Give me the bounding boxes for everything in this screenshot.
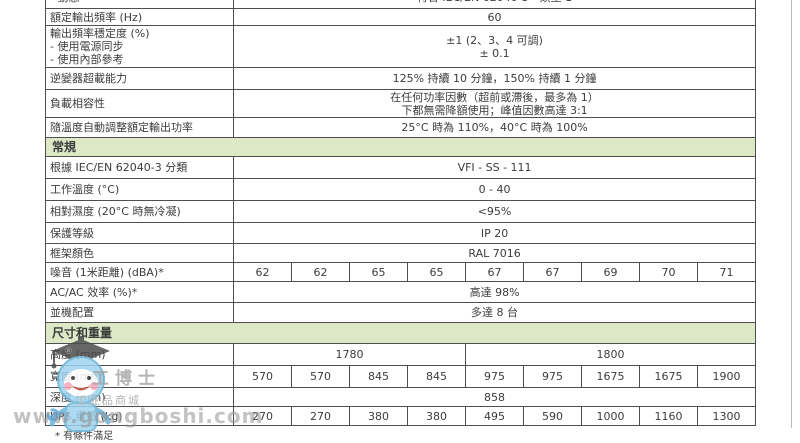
weight-value-cell: 590 [523, 406, 582, 426]
width-value-cell: 845 [349, 365, 408, 388]
table-row-frequency: 額定輸出頻率 (Hz) 60 [45, 8, 757, 26]
table-row-parallel: 並機配置 多達 8 台 [45, 302, 757, 323]
value-line: ± 0.1 [479, 46, 510, 60]
table-row-efficiency: AC/AC 效率 (%)* 高達 98% [45, 281, 757, 303]
row-value-load-compatibility: 在任何功率因數（超前或滯後，最多為 1） 下都無需降額使用；峰值因數高達 3:1 [232, 89, 757, 118]
row-value-frame-color: RAL 7016 [232, 243, 757, 263]
weight-value-cell: 495 [465, 406, 524, 426]
width-value-cell: 975 [523, 365, 582, 388]
value-line: ±1 (2、3、4 可調) [446, 33, 543, 47]
row-label-weight: UPS 重量 (kg) [45, 406, 234, 426]
footnote-text: * 有條件滿足 [55, 431, 114, 442]
noise-value-cell: 67 [465, 262, 524, 282]
table-row-width: 寬度 (mm) 570 570 845 845 975 975 1675 167… [45, 365, 757, 388]
noise-value-cell: 62 [233, 262, 292, 282]
row-label-classification: 根據 IEC/EN 62040-3 分類 [45, 156, 234, 179]
row-value-parallel: 多達 8 台 [232, 302, 757, 323]
noise-value-cell: 71 [696, 262, 757, 282]
noise-value-cell: 62 [291, 262, 350, 282]
table-row-frequency-stability: 輸出頻率穩定度 (%) - 使用電源同步 - 使用內部參考 ±1 (2、3、4 … [45, 25, 757, 68]
noise-value-cell: 69 [581, 262, 640, 282]
width-value-cell: 1900 [696, 365, 757, 388]
row-value-frequency-stability: ±1 (2、3、4 可調) ± 0.1 [232, 25, 757, 68]
spec-table: - 動態 符合 IEC/EN 62040-3－類型 1 額定輸出頻率 (Hz) … [44, 0, 757, 426]
row-label-height: 高度 (mm) [45, 343, 234, 366]
row-value-efficiency: 高達 98% [232, 281, 757, 303]
row-label-protection: 保護等級 [45, 222, 234, 244]
weight-value-cell: 1000 [581, 406, 640, 426]
row-label-operating-temperature: 工作溫度 (°C) [45, 178, 234, 201]
row-value-overload: 125% 持續 10 分鐘，150% 持續 1 分鐘 [232, 67, 757, 90]
weight-value-cell: 270 [291, 406, 350, 426]
label-line: 輸出頻率穩定度 (%) [50, 27, 150, 40]
value-line: 在任何功率因數（超前或滯後，最多為 1） [390, 90, 599, 104]
weight-value-cell: 380 [349, 406, 408, 426]
row-value-classification: VFI - SS - 111 [232, 156, 757, 179]
table-row-height: 高度 (mm) 1780 1800 [45, 343, 757, 366]
noise-value-cell: 67 [523, 262, 582, 282]
noise-value-cell: 70 [639, 262, 698, 282]
table-row-protection: 保護等級 IP 20 [45, 222, 757, 244]
width-value-cell: 570 [233, 365, 292, 388]
table-row-operating-temperature: 工作溫度 (°C) 0 - 40 [45, 178, 757, 201]
row-label-efficiency: AC/AC 效率 (%)* [45, 281, 234, 303]
width-value-cell: 1675 [581, 365, 640, 388]
weight-value-cell: 1160 [639, 406, 698, 426]
row-label-frequency-stability: 輸出頻率穩定度 (%) - 使用電源同步 - 使用內部參考 [45, 25, 234, 68]
row-label-noise: 噪音 (1米距離) (dBA)* [45, 262, 234, 282]
row-value-dynamic: 符合 IEC/EN 62040-3－類型 1 [232, 0, 757, 9]
row-label-width: 寬度 (mm) [45, 365, 234, 388]
table-row-depth: 深度 (mm) 858 [45, 387, 757, 407]
section-title-dimensions: 尺寸和重量 [44, 322, 757, 344]
weight-value-cell: 1300 [696, 406, 757, 426]
row-value-frequency: 60 [232, 8, 757, 26]
row-label-load-compatibility: 負載相容性 [45, 89, 234, 118]
height-value-left: 1780 [233, 343, 466, 366]
row-label-derating: 隨溫度自動調整額定輸出功率 [45, 117, 234, 138]
label-line: - 使用內部參考 [50, 53, 124, 66]
page-edge-line [791, 0, 792, 428]
row-value-protection: IP 20 [232, 222, 757, 244]
row-label-frame-color: 框架顏色 [45, 243, 234, 263]
row-value-operating-temperature: 0 - 40 [232, 178, 757, 201]
table-row-dynamic: - 動態 符合 IEC/EN 62040-3－類型 1 [45, 0, 757, 9]
value-line: 下都無需降額使用；峰值因數高達 3:1 [401, 103, 588, 117]
row-label-frequency: 額定輸出頻率 (Hz) [45, 8, 234, 26]
weight-value-cell: 270 [233, 406, 292, 426]
table-row-humidity: 相對濕度 (20°C 時無冷凝) <95% [45, 200, 757, 223]
label-line: - 使用電源同步 [50, 40, 124, 53]
section-header-dimensions: 尺寸和重量 [44, 322, 757, 344]
table-row-weight: UPS 重量 (kg) 270 270 380 380 495 590 1000… [45, 406, 757, 426]
height-value-right: 1800 [464, 343, 757, 366]
row-label-depth: 深度 (mm) [45, 387, 234, 407]
noise-value-cell: 65 [407, 262, 466, 282]
row-value-derating: 25°C 時為 110%，40°C 時為 100% [232, 117, 757, 138]
table-row-derating: 隨溫度自動調整額定輸出功率 25°C 時為 110%，40°C 時為 100% [45, 117, 757, 138]
table-row-noise: 噪音 (1米距離) (dBA)* 62 62 65 65 67 67 69 70… [45, 262, 757, 282]
width-value-cell: 975 [465, 365, 524, 388]
table-row-load-compatibility: 負載相容性 在任何功率因數（超前或滯後，最多為 1） 下都無需降額使用；峰值因數… [45, 89, 757, 118]
row-value-humidity: <95% [232, 200, 757, 223]
noise-value-cell: 65 [349, 262, 408, 282]
table-row-overload: 逆變器超載能力 125% 持續 10 分鐘，150% 持續 1 分鐘 [45, 67, 757, 90]
section-header-general: 常規 [44, 137, 757, 157]
width-value-cell: 845 [407, 365, 466, 388]
row-label-dynamic: - 動態 [45, 0, 234, 9]
table-row-frame-color: 框架顏色 RAL 7016 [45, 243, 757, 263]
row-label-humidity: 相對濕度 (20°C 時無冷凝) [45, 200, 234, 223]
section-title-general: 常規 [44, 137, 757, 157]
row-value-depth: 858 [232, 387, 757, 407]
width-value-cell: 1675 [639, 365, 698, 388]
width-value-cell: 570 [291, 365, 350, 388]
table-row-classification: 根據 IEC/EN 62040-3 分類 VFI - SS - 111 [45, 156, 757, 179]
weight-value-cell: 380 [407, 406, 466, 426]
row-label-parallel: 並機配置 [45, 302, 234, 323]
row-label-overload: 逆變器超載能力 [45, 67, 234, 90]
